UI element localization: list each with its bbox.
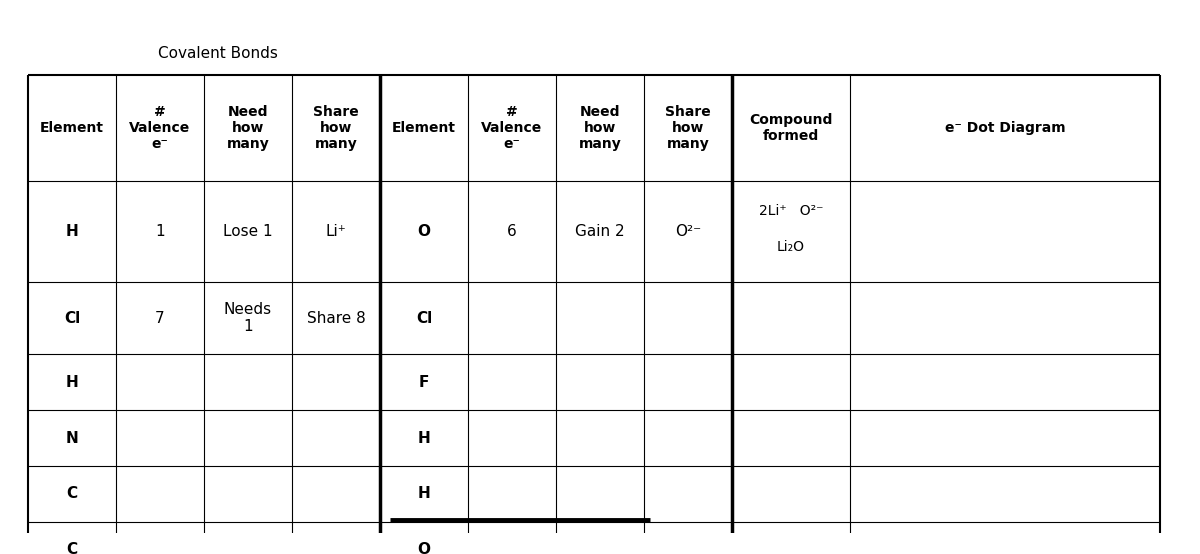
Text: H: H [66,224,78,239]
Text: Li₂O: Li₂O [778,240,805,254]
Text: Lose 1: Lose 1 [223,224,272,239]
Text: Need
how
many: Need how many [227,105,269,151]
Text: O²⁻: O²⁻ [674,224,701,239]
Text: H: H [418,486,431,501]
Text: C: C [66,486,78,501]
Text: Compound
formed: Compound formed [749,113,833,143]
Text: C: C [66,542,78,554]
Text: Element: Element [392,121,456,135]
Text: Cl: Cl [416,311,432,326]
Text: e⁻ Dot Diagram: e⁻ Dot Diagram [944,121,1066,135]
Text: F: F [419,375,430,390]
Text: 2Li⁺   O²⁻: 2Li⁺ O²⁻ [758,204,823,218]
Text: #
Valence
e⁻: # Valence e⁻ [481,105,542,151]
Text: Share
how
many: Share how many [665,105,710,151]
Text: Li⁺: Li⁺ [325,224,347,239]
Text: 7: 7 [155,311,164,326]
Text: Share 8: Share 8 [307,311,365,326]
Text: Cl: Cl [64,311,80,326]
Text: H: H [66,375,78,390]
Text: 1: 1 [155,224,164,239]
Text: Gain 2: Gain 2 [575,224,625,239]
Text: Need
how
many: Need how many [578,105,622,151]
Text: O: O [418,542,431,554]
Text: Needs
1: Needs 1 [224,302,272,335]
Text: O: O [418,224,431,239]
Text: Covalent Bonds: Covalent Bonds [158,45,278,60]
Text: Share
how
many: Share how many [313,105,359,151]
Text: Element: Element [40,121,104,135]
Text: N: N [66,430,78,445]
Text: H: H [418,430,431,445]
Text: #
Valence
e⁻: # Valence e⁻ [130,105,191,151]
Text: 6: 6 [508,224,517,239]
